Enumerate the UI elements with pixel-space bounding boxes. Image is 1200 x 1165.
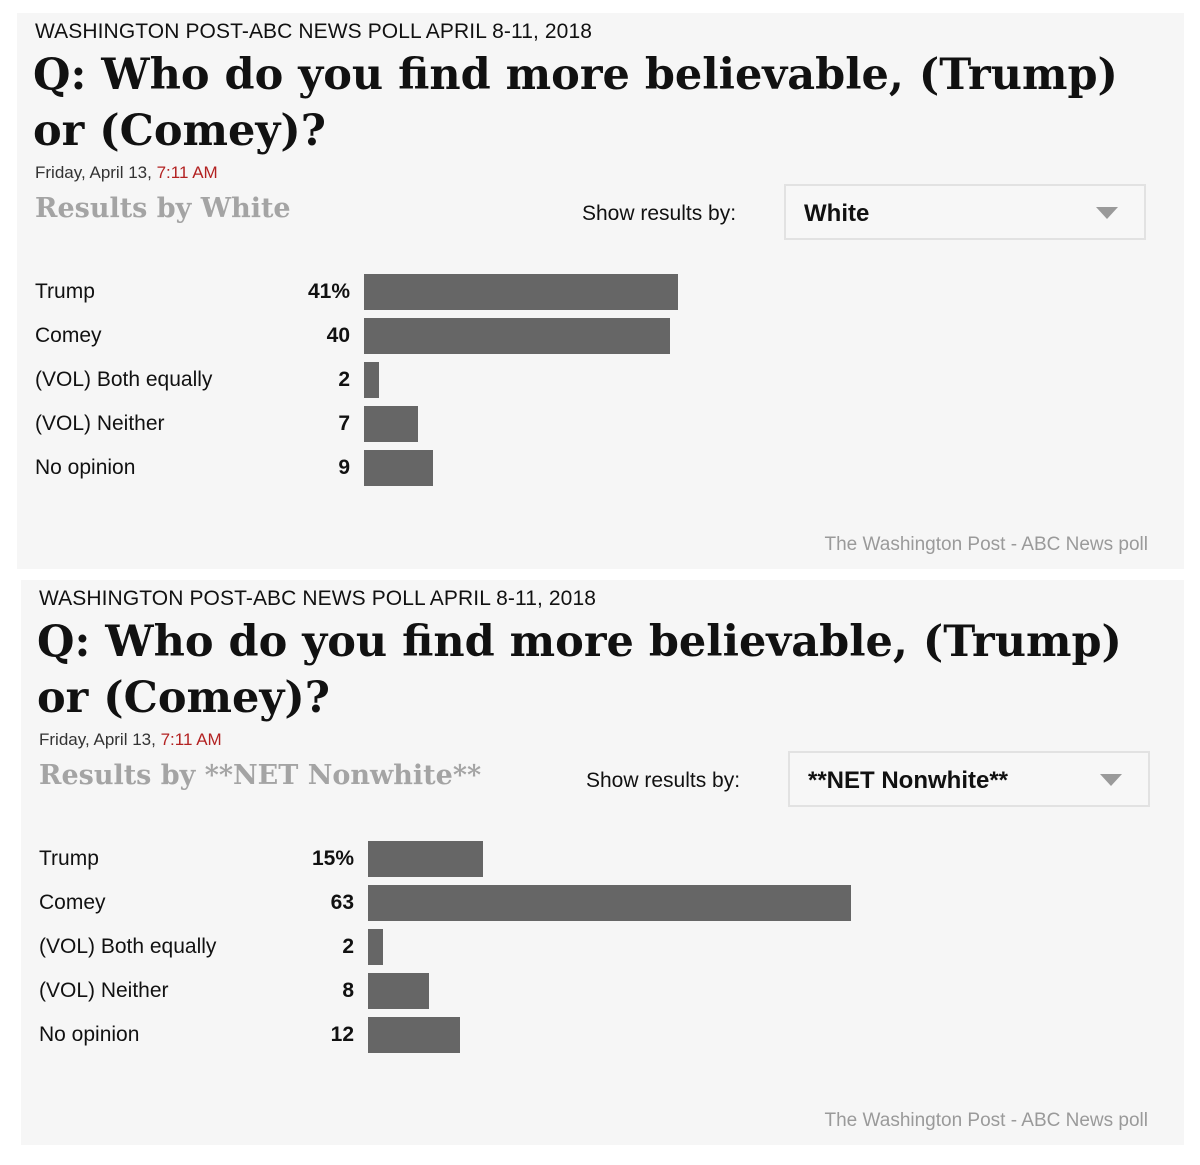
- category-label: (VOL) Neither: [35, 412, 165, 435]
- bar-chart: Trump 15% Comey 63 (VOL) Both equally 2 (VOL) …: [21, 839, 1121, 1059]
- poll-date: Friday, April 13, 7:11 AM: [39, 730, 222, 750]
- bar-chart: Trump 41% Comey 40 (VOL) Both equally 2 (VOL) …: [17, 272, 1117, 492]
- chart-row: No opinion 9: [17, 448, 1117, 492]
- chart-row: No opinion 12: [21, 1015, 1121, 1059]
- category-label: Trump: [35, 280, 95, 303]
- category-label: No opinion: [35, 456, 136, 479]
- chart-row: (VOL) Both equally 2: [17, 360, 1117, 404]
- chart-row: Comey 40: [17, 316, 1117, 360]
- date-text: Friday, April 13,: [35, 163, 152, 182]
- group-select-dropdown[interactable]: **NET Nonwhite**: [788, 751, 1150, 807]
- chart-row: Trump 41%: [17, 272, 1117, 316]
- bar-mark: [364, 450, 433, 486]
- poll-question-title: Q: Who do you find more believable, (Tru…: [33, 50, 1118, 156]
- poll-kicker: WASHINGTON POST-ABC NEWS POLL APRIL 8-11…: [35, 20, 592, 43]
- poll-panel-nonwhite: WASHINGTON POST-ABC NEWS POLL APRIL 8-11…: [21, 580, 1184, 1145]
- poll-panel-white: WASHINGTON POST-ABC NEWS POLL APRIL 8-11…: [17, 13, 1184, 569]
- chart-row: (VOL) Neither 8: [21, 971, 1121, 1015]
- group-select-dropdown[interactable]: White: [784, 184, 1146, 240]
- chart-row: (VOL) Neither 7: [17, 404, 1117, 448]
- value-label: 2: [342, 935, 354, 958]
- bar-mark: [368, 973, 429, 1009]
- chevron-down-icon: [1096, 207, 1118, 219]
- bar-mark: [368, 1017, 460, 1053]
- category-label: Comey: [35, 324, 102, 347]
- bar-mark: [368, 841, 483, 877]
- value-label: 12: [330, 1023, 354, 1046]
- poll-question-title: Q: Who do you find more believable, (Tru…: [37, 617, 1122, 723]
- value-label: 8: [342, 979, 354, 1002]
- chart-row: Trump 15%: [21, 839, 1121, 883]
- category-label: (VOL) Both equally: [39, 935, 217, 958]
- group-select-value: White: [804, 200, 870, 227]
- bar-mark: [368, 929, 383, 965]
- bar-mark: [364, 318, 670, 354]
- value-label: 2: [338, 368, 350, 391]
- results-heading: Results by White: [35, 193, 291, 224]
- time-text: 7:11 AM: [156, 163, 218, 182]
- value-label: 15%: [311, 847, 354, 870]
- chart-row: Comey 63: [21, 883, 1121, 927]
- time-text: 7:11 AM: [160, 730, 222, 749]
- show-results-label: Show results by:: [582, 202, 737, 225]
- value-label: 9: [338, 456, 350, 479]
- value-label: 41%: [307, 280, 350, 303]
- bar-mark: [364, 274, 678, 310]
- category-label: (VOL) Both equally: [35, 368, 213, 391]
- chart-row: (VOL) Both equally 2: [21, 927, 1121, 971]
- category-label: Comey: [39, 891, 106, 914]
- value-label: 40: [326, 324, 350, 347]
- date-text: Friday, April 13,: [39, 730, 156, 749]
- chevron-down-icon: [1100, 774, 1122, 786]
- value-label: 63: [330, 891, 354, 914]
- source-credit: The Washington Post - ABC News poll: [824, 534, 1149, 555]
- show-results-label: Show results by:: [586, 769, 741, 792]
- bar-mark: [368, 885, 851, 921]
- bar-mark: [364, 362, 379, 398]
- group-select-value: **NET Nonwhite**: [808, 767, 1009, 794]
- value-label: 7: [338, 412, 350, 435]
- poll-kicker: WASHINGTON POST-ABC NEWS POLL APRIL 8-11…: [39, 587, 596, 610]
- category-label: No opinion: [39, 1023, 140, 1046]
- category-label: Trump: [39, 847, 99, 870]
- category-label: (VOL) Neither: [39, 979, 169, 1002]
- results-heading: Results by **NET Nonwhite**: [39, 760, 482, 791]
- poll-date: Friday, April 13, 7:11 AM: [35, 163, 218, 183]
- bar-mark: [364, 406, 418, 442]
- source-credit: The Washington Post - ABC News poll: [824, 1110, 1149, 1131]
